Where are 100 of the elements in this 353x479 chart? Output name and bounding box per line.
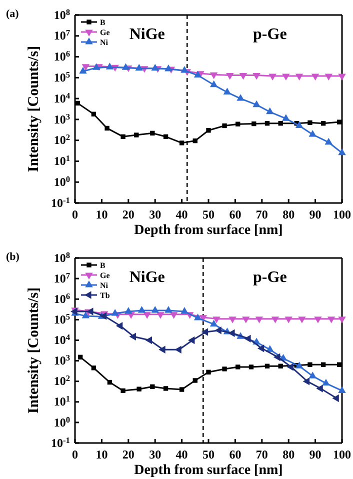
point (336, 362, 342, 367)
y-tick-label: 10$^{3}$ (54, 112, 70, 126)
x-tick-label: 50 (202, 208, 214, 222)
point (228, 316, 236, 324)
point (338, 148, 346, 156)
point (150, 130, 155, 136)
point (151, 306, 159, 313)
point (206, 370, 211, 374)
point (320, 121, 326, 126)
text: (a) (6, 8, 20, 20)
y-tick-label: 10$^{1}$ (54, 394, 70, 409)
point (124, 307, 132, 314)
point (278, 364, 283, 368)
y-tick-label: 10$^{7}$ (54, 270, 70, 286)
point (150, 384, 155, 390)
point (282, 74, 290, 80)
x-tick-label: 40 (176, 208, 188, 222)
legend-label: Ni (100, 280, 109, 290)
point (210, 320, 218, 326)
legend-label: Ni (100, 38, 109, 47)
y-tick-label: 10$^{2}$ (54, 374, 70, 388)
point (242, 316, 250, 324)
point (226, 73, 234, 80)
point (336, 120, 342, 124)
annotation: p-Ge (253, 26, 287, 43)
point (311, 74, 320, 80)
legend-label: Ge (100, 28, 110, 37)
point (107, 380, 112, 385)
point (264, 364, 270, 368)
point (282, 114, 290, 121)
point (308, 130, 317, 137)
point (324, 74, 333, 80)
y-tick-label: 10$^{4}$ (54, 90, 71, 106)
x-tick-label: 90 (309, 208, 322, 222)
y-axis-title: Intensity [Counts/s] (26, 46, 42, 172)
point (239, 73, 248, 80)
point (255, 316, 264, 324)
y-tick-label: 10$^{7}$ (54, 28, 70, 43)
point (136, 386, 142, 392)
point (111, 309, 119, 316)
point (138, 306, 146, 313)
point (316, 384, 323, 392)
point (264, 121, 270, 126)
x-tick-label: 60 (229, 208, 242, 222)
point (332, 394, 339, 402)
point (91, 366, 96, 370)
x-tick-label: 10 (96, 448, 108, 462)
point (86, 308, 94, 316)
point (174, 346, 182, 354)
point (278, 121, 283, 126)
y-axis-title: Intensity [Counts/s] (26, 287, 42, 414)
point (170, 312, 178, 319)
y-tick-label: 10$^{1}$ (54, 154, 70, 168)
point (295, 74, 304, 80)
point (338, 74, 346, 80)
x-tick-label: 100 (333, 208, 351, 222)
point (252, 73, 260, 80)
legend-label: Tb (100, 290, 110, 300)
point (298, 316, 306, 324)
x-axis-title: Depth from surface [nm] (134, 463, 283, 478)
point (82, 64, 90, 71)
point (179, 387, 184, 392)
y-tick-label: 10$^{3}$ (54, 353, 70, 368)
x-tick-label: 80 (282, 208, 295, 222)
legend-label: B (100, 18, 106, 27)
point (271, 316, 280, 324)
point (145, 336, 152, 344)
point (248, 364, 254, 370)
point (163, 134, 168, 139)
point (104, 126, 110, 131)
annotation: p-Ge (253, 269, 287, 286)
x-tick-label: 10 (96, 208, 108, 222)
x-tick-label: 40 (176, 448, 188, 462)
point (163, 386, 168, 391)
point (338, 386, 346, 393)
point (314, 316, 322, 324)
point (78, 354, 83, 360)
annotation: NiGe (129, 269, 165, 286)
point (188, 336, 195, 344)
y-tick-label: 10$^{0}$ (54, 174, 70, 189)
text: (b) (6, 251, 20, 263)
point (179, 140, 184, 146)
x-tick-label: 50 (202, 448, 214, 462)
point (257, 344, 264, 352)
point (192, 138, 198, 144)
point (252, 121, 256, 126)
x-tick-label: 90 (309, 448, 322, 462)
point (295, 362, 304, 368)
point (120, 134, 126, 139)
point (244, 334, 251, 342)
point (206, 128, 211, 133)
x-tick-label: 70 (256, 208, 268, 222)
y-tick-label: 10$^{6}$ (54, 291, 70, 306)
point (338, 316, 346, 324)
point (192, 378, 198, 383)
point (120, 388, 126, 394)
point (82, 312, 90, 318)
legend-label: Ge (100, 270, 110, 280)
point (308, 362, 312, 367)
y-tick-label: 10$^{0}$ (54, 414, 70, 430)
